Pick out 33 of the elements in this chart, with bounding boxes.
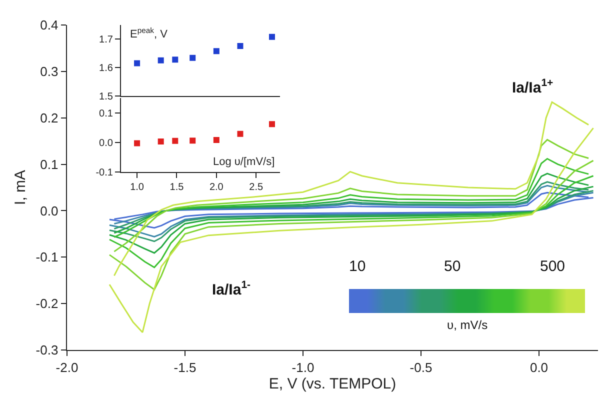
- x-tick-label: -1.5: [174, 360, 196, 375]
- y-tick-label: 0.2: [40, 110, 58, 126]
- y-tick-label: 0.0: [99, 138, 114, 149]
- x-tick-label: -1.0: [292, 360, 314, 375]
- annotation: υ, mV/s: [447, 318, 488, 332]
- y-tick-label: 0.1: [40, 156, 58, 172]
- annotation: 500: [540, 258, 566, 275]
- x-axis-title: Log υ/[mV/s]: [213, 156, 275, 168]
- annotation: 50: [444, 258, 461, 275]
- x-tick-label: 1.0: [130, 182, 144, 194]
- y-tick-label: -0.1: [96, 167, 114, 178]
- y-tick-label: -0.2: [36, 296, 58, 312]
- x-tick-label: 1.5: [170, 182, 184, 194]
- x-tick-label: 0.0: [530, 360, 548, 375]
- annotation: Ia/Ia$^{1+}$: [512, 77, 554, 96]
- x-tick-label: -2.0: [56, 360, 78, 375]
- y-tick-label: 0.0: [40, 203, 58, 218]
- y-axis-title: I, mA: [12, 170, 30, 206]
- x-tick-label: 2.5: [249, 182, 264, 194]
- x-axis-title: E, V (vs. TEMPOL): [268, 376, 396, 393]
- annotation: Ia/Ia$^{1-}$: [212, 279, 252, 298]
- y-tick-label: 0.3: [40, 64, 58, 79]
- x-tick-label: 2.0: [209, 182, 224, 194]
- y-tick-label: -0.1: [36, 250, 58, 265]
- chart-title: E$^{peak}$, V: [130, 26, 168, 41]
- y-tick-label: 0.4: [40, 18, 58, 33]
- y-tick-label: 0.1: [99, 108, 114, 120]
- y-tick-label: 1.7: [99, 34, 114, 46]
- y-tick-label: 1.6: [99, 63, 114, 74]
- x-tick-label: -0.5: [410, 360, 432, 375]
- y-tick-label: -0.3: [36, 342, 58, 358]
- annotation: 10: [349, 258, 366, 275]
- y-tick-label: 1.5: [99, 91, 114, 102]
